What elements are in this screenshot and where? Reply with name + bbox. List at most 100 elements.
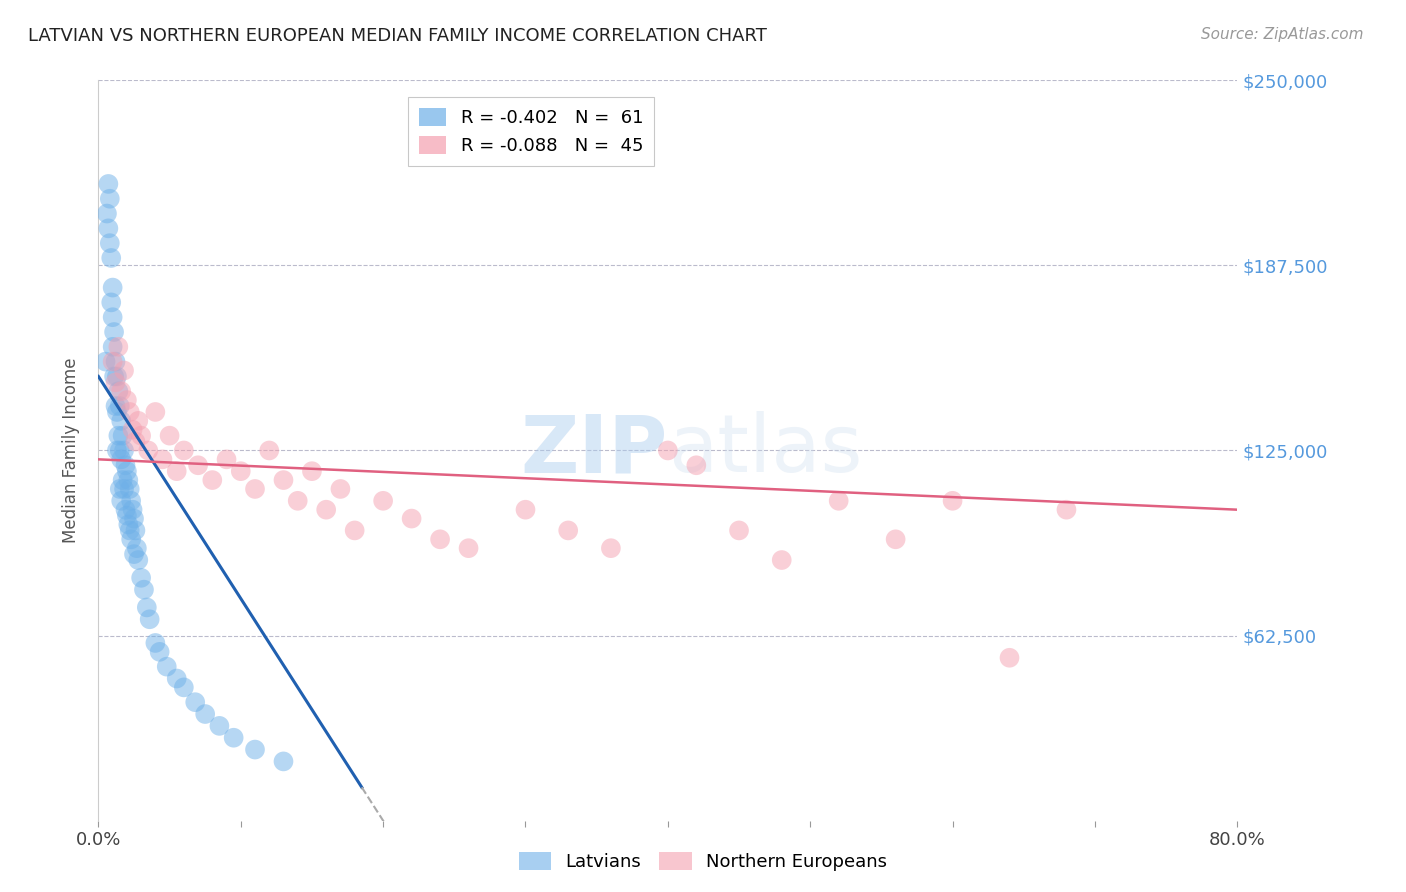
Point [600, 541, 623, 556]
Point [114, 458, 136, 473]
Point [145, 405, 167, 419]
Point [770, 553, 793, 567]
Point [457, 541, 479, 556]
Point [101, 280, 124, 294]
Point [108, 443, 131, 458]
Point [110, 384, 132, 399]
Point [184, 695, 207, 709]
Text: atlas: atlas [668, 411, 862, 490]
Point [117, 473, 139, 487]
Point [156, 659, 179, 673]
Point [112, 443, 135, 458]
Point [96, 206, 118, 220]
Point [114, 502, 136, 516]
Point [120, 533, 142, 547]
Point [100, 295, 122, 310]
Text: LATVIAN VS NORTHERN EUROPEAN MEDIAN FAMILY INCOME CORRELATION CHART: LATVIAN VS NORTHERN EUROPEAN MEDIAN FAMI… [28, 27, 768, 45]
Point [120, 493, 142, 508]
Point [107, 340, 129, 354]
Point [166, 672, 188, 686]
Point [429, 533, 451, 547]
Point [103, 369, 125, 384]
Point [125, 541, 148, 556]
Point [273, 755, 295, 769]
Point [124, 524, 146, 538]
Point [108, 399, 131, 413]
Point [110, 493, 132, 508]
Point [129, 428, 152, 442]
Point [208, 719, 231, 733]
Point [111, 473, 134, 487]
Point [101, 354, 124, 368]
Point [401, 511, 423, 525]
Point [118, 405, 141, 419]
Point [104, 376, 127, 390]
Point [105, 443, 128, 458]
Text: ZIP: ZIP [520, 411, 668, 490]
Point [110, 414, 132, 428]
Point [104, 399, 127, 413]
Point [117, 517, 139, 532]
Point [229, 464, 252, 478]
Point [315, 502, 337, 516]
Point [112, 363, 135, 377]
Point [173, 681, 195, 695]
Point [101, 310, 124, 325]
Point [98, 236, 121, 251]
Y-axis label: Median Family Income: Median Family Income [62, 358, 80, 543]
Point [94, 354, 117, 368]
Point [129, 571, 152, 585]
Point [115, 464, 138, 478]
Point [97, 177, 120, 191]
Point [728, 524, 751, 538]
Point [173, 443, 195, 458]
Legend: R = -0.402   N =  61, R = -0.088   N =  45: R = -0.402 N = 61, R = -0.088 N = 45 [408, 96, 654, 166]
Point [107, 428, 129, 442]
Point [127, 553, 149, 567]
Point [115, 393, 138, 408]
Point [127, 414, 149, 428]
Point [343, 524, 366, 538]
Point [373, 493, 395, 508]
Point [104, 354, 127, 368]
Point [215, 452, 238, 467]
Point [273, 473, 295, 487]
Point [201, 473, 224, 487]
Point [107, 384, 129, 399]
Point [222, 731, 245, 745]
Point [243, 742, 266, 756]
Point [121, 423, 143, 437]
Point [194, 706, 217, 721]
Point [138, 612, 160, 626]
Point [884, 533, 907, 547]
Point [110, 452, 132, 467]
Point [515, 502, 537, 516]
Point [124, 434, 146, 449]
Point [152, 452, 174, 467]
Point [243, 482, 266, 496]
Point [187, 458, 209, 473]
Point [105, 369, 128, 384]
Point [159, 428, 181, 442]
Point [97, 221, 120, 235]
Point [100, 251, 122, 265]
Point [118, 524, 141, 538]
Point [132, 582, 155, 597]
Point [112, 482, 135, 496]
Point [166, 464, 188, 478]
Point [118, 482, 141, 496]
Point [136, 443, 159, 458]
Point [145, 636, 167, 650]
Point [657, 443, 679, 458]
Point [329, 482, 352, 496]
Point [103, 325, 125, 339]
Point [998, 650, 1021, 665]
Point [111, 428, 134, 442]
Legend: Latvians, Northern Europeans: Latvians, Northern Europeans [512, 845, 894, 879]
Point [108, 482, 131, 496]
Point [685, 458, 707, 473]
Point [121, 502, 143, 516]
Point [942, 493, 965, 508]
Point [105, 405, 128, 419]
Point [122, 547, 145, 561]
